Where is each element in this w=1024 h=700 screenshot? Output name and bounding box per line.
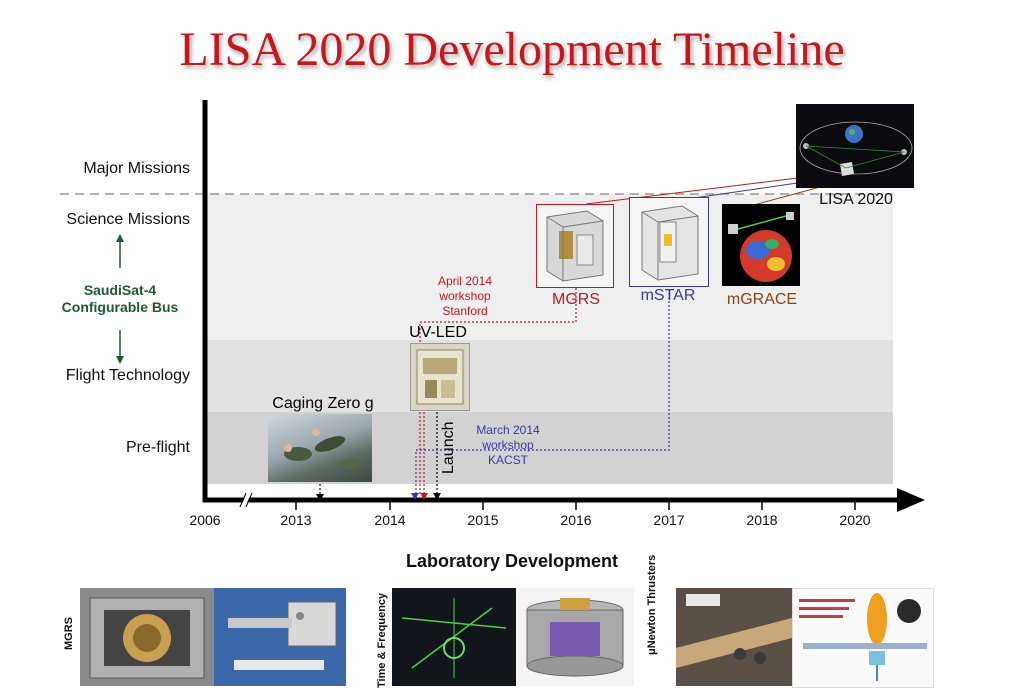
tick-2013: 2013 <box>280 512 312 528</box>
lab-thruster-photo <box>676 588 792 686</box>
lab-section-title: Laboratory Development <box>405 551 619 571</box>
lab-caption-time-frequency: Time & Frequency <box>376 592 388 688</box>
page-title: LISA 2020 Development Timeline <box>179 23 845 76</box>
tick-2006: 2006 <box>189 512 221 528</box>
level-science-missions: Science Missions <box>66 211 190 228</box>
mgrace-label: mGRACE <box>726 291 798 308</box>
mgrs-spacecraft-icon <box>546 210 604 282</box>
lisa-constellation-icon <box>799 121 913 176</box>
cavity-cutaway-icon <box>526 598 624 677</box>
saudisat-line2: Configurable Bus <box>61 299 179 315</box>
mgrs-image <box>536 204 614 288</box>
launch-label: Launch <box>440 421 457 475</box>
saudisat-line1: SaudiSat-4 <box>83 282 157 298</box>
lisa-label: LISA 2020 <box>819 191 893 208</box>
lisa-image <box>796 104 914 188</box>
mgrs-label: MGRS <box>552 291 600 308</box>
level-pre-flight: Pre-flight <box>125 439 190 456</box>
stanford-line1: April 2014 <box>437 274 493 288</box>
mstar-image <box>629 197 709 287</box>
saudisat-bus-label: SaudiSat-4 Configurable Bus <box>40 282 200 316</box>
mgrs-assembly-icon <box>228 601 337 670</box>
stanford-line2: workshop <box>439 289 491 303</box>
thruster-hardware-icon <box>676 594 792 668</box>
tick-2020: 2020 <box>839 512 871 528</box>
thruster-schematic-icon <box>799 593 927 681</box>
tick-2016: 2016 <box>560 512 592 528</box>
kacst-line3: KACST <box>487 453 528 467</box>
uvled-label: UV-LED <box>409 324 467 341</box>
lab-mgrs-photo-2 <box>214 588 346 686</box>
lab-time-frequency-photo-1 <box>392 588 516 686</box>
mstar-label: mSTAR <box>640 287 696 304</box>
kacst-line1: March 2014 <box>476 423 540 437</box>
tick-2015: 2015 <box>467 512 499 528</box>
tick-2017: 2017 <box>653 512 685 528</box>
mgrace-earth-gravity-icon <box>728 212 794 282</box>
lab-mgrs-photo-1 <box>80 588 214 686</box>
caging-figures-icon <box>284 428 362 469</box>
lab-caption-mgrs: MGRS <box>63 617 75 650</box>
lab-thruster-diagram <box>792 588 934 688</box>
workshop-stanford: April 2014 workshop Stanford <box>420 274 510 319</box>
stanford-line3: Stanford <box>442 304 488 318</box>
uvled-photo <box>410 343 470 411</box>
caging-zero-g-photo <box>268 414 372 482</box>
mgrs-housing-icon <box>89 597 205 679</box>
kacst-line2: workshop <box>482 438 534 452</box>
level-flight-technology: Flight Technology <box>65 367 190 384</box>
tick-2014: 2014 <box>374 512 406 528</box>
mgrace-image <box>722 204 800 286</box>
lab-caption-unewton: μNewton Thrusters <box>646 554 658 655</box>
laser-bench-icon <box>401 598 507 678</box>
uvled-device-icon <box>416 349 464 405</box>
caging-label: Caging Zero g <box>272 395 374 412</box>
mstar-spacecraft-icon <box>641 205 699 281</box>
tick-2018: 2018 <box>746 512 778 528</box>
band-flight-technology <box>206 340 893 412</box>
lab-caption-unewton-line1: μNewton Thrusters <box>646 555 658 655</box>
lab-time-frequency-photo-2 <box>516 588 634 686</box>
level-major-missions: Major Missions <box>83 160 190 177</box>
workshop-kacst: March 2014 workshop KACST <box>463 423 553 468</box>
